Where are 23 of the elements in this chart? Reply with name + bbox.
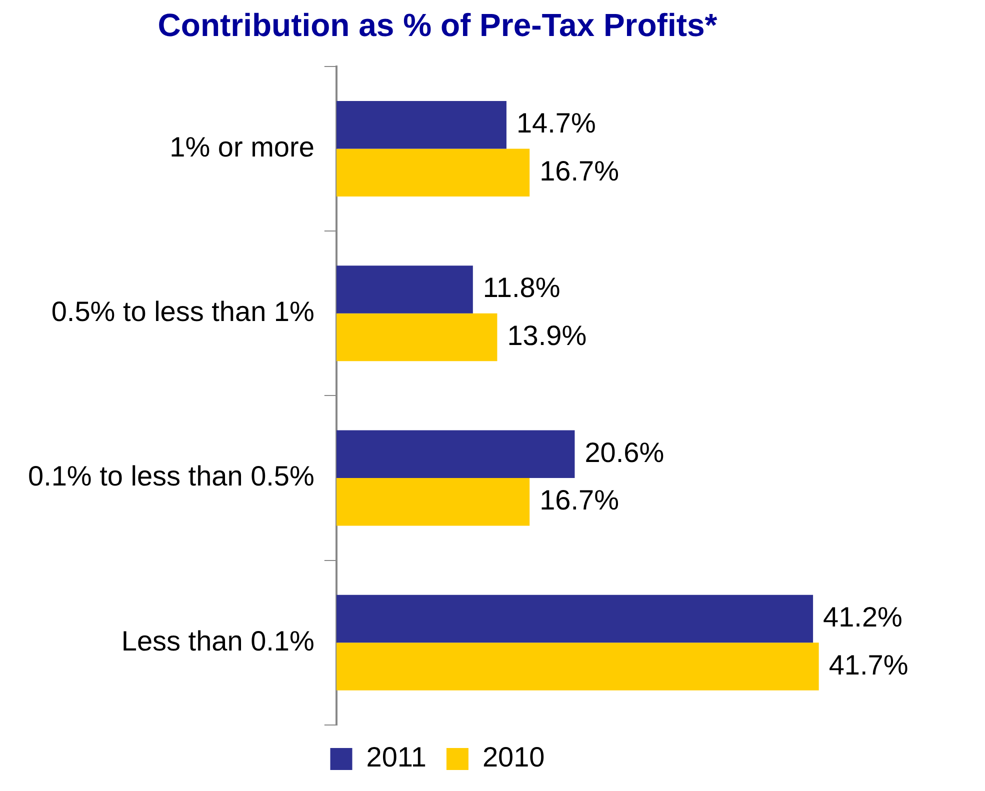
data-label: 16.7% xyxy=(540,155,620,186)
data-label: 13.9% xyxy=(507,320,587,351)
y-tick-label: 0.1% to less than 0.5% xyxy=(28,460,314,492)
legend-label: 2011 xyxy=(366,742,426,773)
bar xyxy=(336,642,819,690)
data-label: 41.2% xyxy=(823,602,902,633)
bar xyxy=(336,100,506,149)
data-label: 11.8% xyxy=(482,272,560,304)
bar xyxy=(336,313,498,362)
data-label: 14.7% xyxy=(516,108,596,139)
y-tick-label: Less than 0.1% xyxy=(121,625,314,656)
bar xyxy=(336,478,530,526)
bar xyxy=(336,266,473,314)
chart-title: Contribution as % of Pre-Tax Profits* xyxy=(158,7,718,44)
bar xyxy=(336,148,530,196)
data-label: 41.7% xyxy=(828,649,908,680)
y-tick-label: 1% or more xyxy=(170,131,314,162)
data-label: 16.7% xyxy=(540,484,620,516)
bar xyxy=(336,594,814,643)
bar xyxy=(336,430,575,478)
legend-label: 2010 xyxy=(482,742,545,773)
data-label: 20.6% xyxy=(584,436,664,468)
y-tick-label: 0.5% to less than 1% xyxy=(51,296,314,328)
